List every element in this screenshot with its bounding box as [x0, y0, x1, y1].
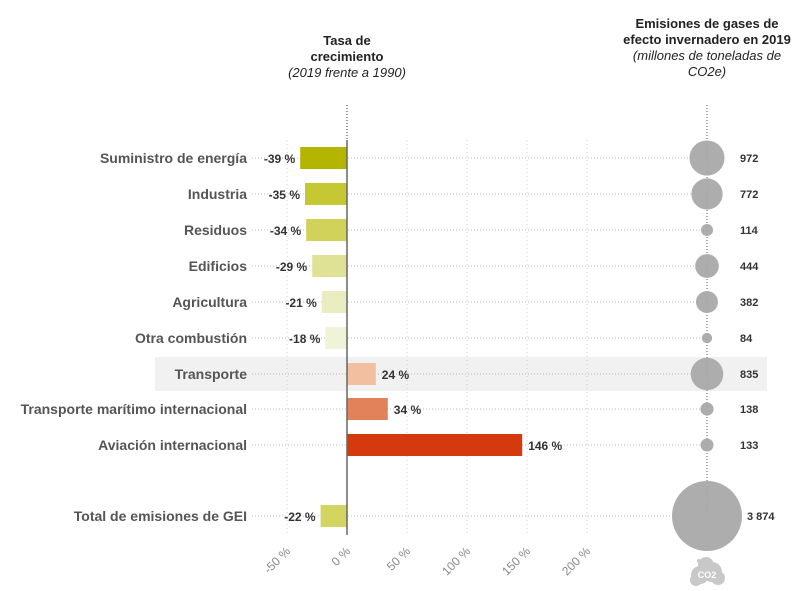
category-label: Transporte marítimo internacional — [21, 401, 247, 417]
growth-label: -39 % — [264, 152, 296, 166]
growth-header: Tasa de crecimiento (2019 frente a 1990) — [288, 33, 406, 80]
x-tick-label: -50 % — [261, 544, 293, 576]
emission-label: 114 — [740, 225, 759, 237]
category-label: Total de emisiones de GEI — [74, 508, 247, 524]
emission-label: 972 — [740, 153, 758, 165]
category-label: Transporte — [175, 366, 248, 382]
emission-bubble — [700, 402, 714, 416]
category-label: Aviación internacional — [98, 437, 247, 453]
emission-label: 133 — [740, 440, 758, 452]
emission-bubble — [672, 481, 742, 551]
x-tick-label: 150 % — [499, 544, 533, 578]
emissions-header: Emisiones de gases de efecto invernadero… — [623, 16, 791, 79]
highlight-band — [155, 357, 767, 391]
co2-bubble-dot — [697, 559, 701, 563]
category-label: Edificios — [189, 258, 248, 274]
emission-bubble — [700, 438, 714, 452]
growth-label: -29 % — [276, 260, 308, 274]
growth-label: -22 % — [284, 510, 316, 524]
emission-bubble — [689, 140, 725, 176]
x-tick-label: 0 % — [329, 544, 354, 569]
emission-bubble — [690, 357, 724, 391]
category-label: Otra combustión — [135, 330, 247, 346]
x-tick-label: 50 % — [384, 544, 413, 573]
emission-bubble — [701, 332, 713, 344]
growth-bar — [312, 255, 347, 277]
growth-bar — [320, 505, 347, 527]
growth-label: -35 % — [269, 188, 301, 202]
growth-bar — [321, 291, 347, 313]
growth-bar — [347, 434, 523, 456]
category-label: Residuos — [184, 222, 247, 238]
growth-label: -21 % — [285, 296, 317, 310]
emission-label: 3 874 — [747, 511, 775, 523]
x-tick-label: 100 % — [439, 544, 473, 578]
x-tick-label: 200 % — [559, 544, 593, 578]
emission-bubble — [700, 223, 714, 237]
emission-label: 835 — [740, 369, 758, 381]
category-label: Suministro de energía — [100, 150, 247, 166]
emission-label: 444 — [740, 261, 759, 273]
growth-label: 146 % — [528, 439, 562, 453]
growth-label: -18 % — [289, 332, 321, 346]
co2-cloud-icon — [690, 557, 725, 586]
emission-label: 382 — [740, 297, 758, 309]
growth-label: -34 % — [270, 224, 302, 238]
emission-bubble — [696, 291, 718, 313]
growth-bar — [305, 183, 347, 205]
growth-bar — [306, 219, 347, 241]
co2-icon-text: CO2 — [698, 570, 717, 580]
emission-bubble — [691, 178, 723, 210]
growth-label: 34 % — [394, 403, 422, 417]
growth-bar — [300, 147, 347, 169]
emission-label: 138 — [740, 404, 758, 416]
emission-label: 772 — [740, 189, 758, 201]
emission-label: 84 — [740, 333, 753, 345]
category-label: Industria — [188, 186, 247, 202]
growth-bar — [347, 363, 376, 385]
growth-bar — [347, 398, 388, 420]
category-label: Agricultura — [172, 294, 247, 310]
growth-bar — [325, 327, 347, 349]
growth-label: 24 % — [382, 368, 410, 382]
emission-bubble — [695, 254, 719, 278]
